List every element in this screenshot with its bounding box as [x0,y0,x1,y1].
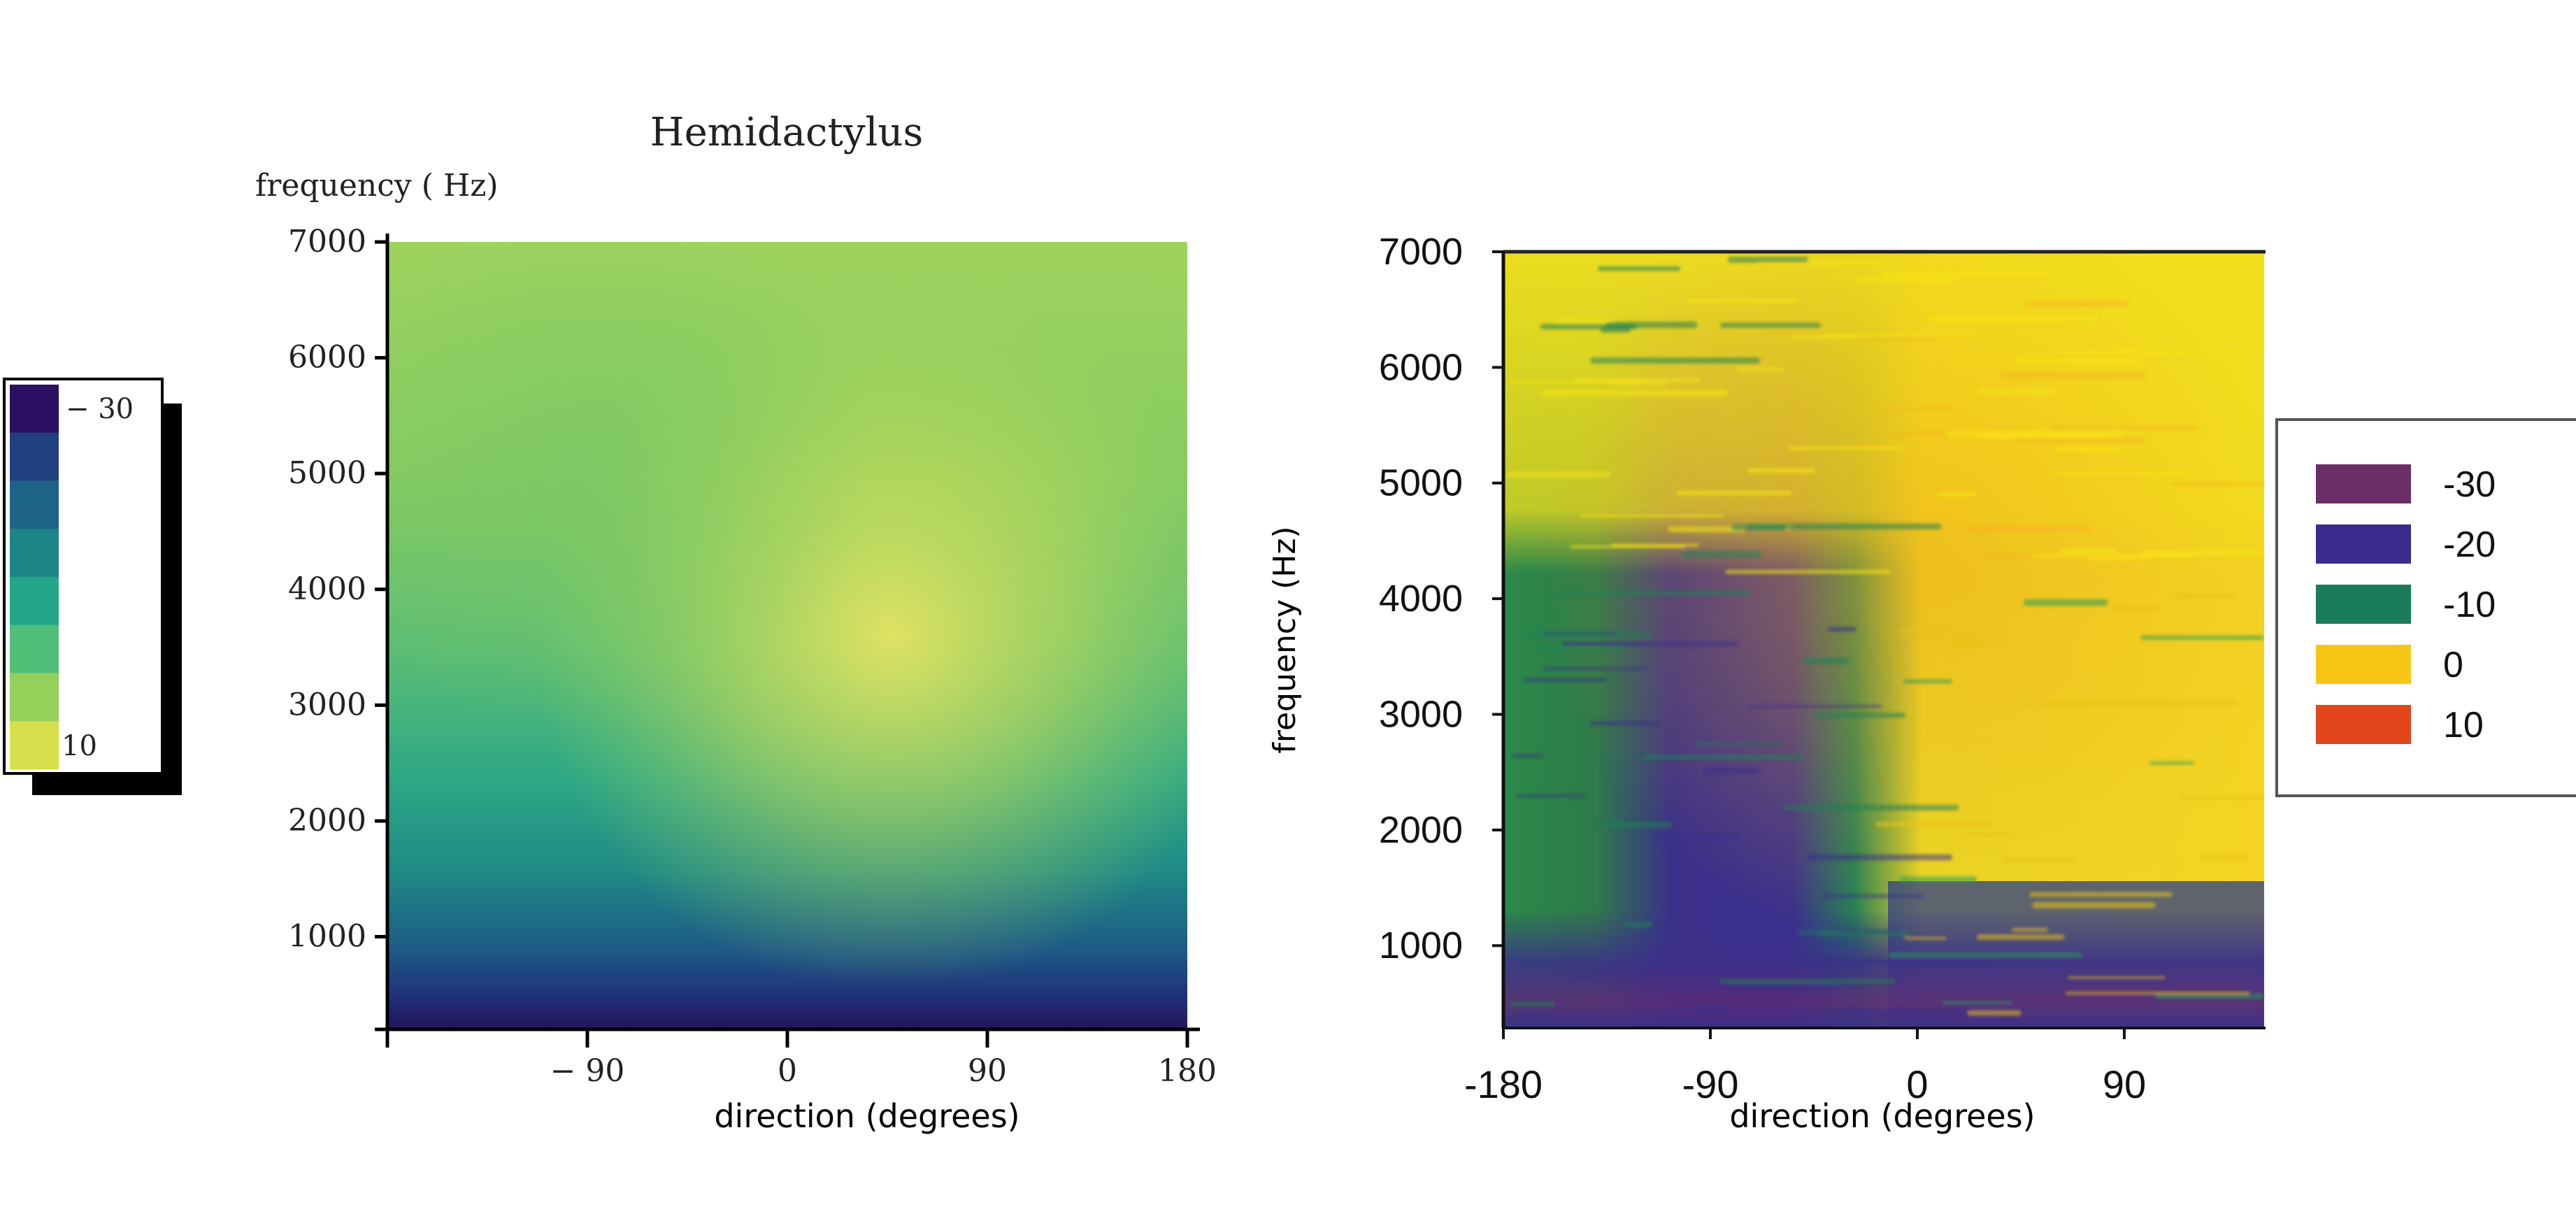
x-tick-label: 90 [968,1053,1007,1089]
colorbar-swatch [10,577,59,626]
x-tick-label: 0 [778,1053,797,1089]
x-tick-label: -90 [1682,1062,1739,1106]
y-tick-label: 5000 [288,455,366,491]
y-tick-label: 6000 [288,340,366,376]
y-tick-label: 2000 [288,803,366,838]
colorbar-swatch [10,529,59,578]
left-chart: Hemidactylus frequency ( Hz) 1000 2000 300… [255,110,1217,1135]
y-tick-label: 3000 [1379,693,1463,735]
colorbar-label-top: − 30 [66,393,134,425]
legend-swatch [2316,524,2411,564]
x-tick-label: 180 [1158,1053,1217,1089]
legend-label: -20 [2443,524,2496,565]
colorbar-swatches [10,385,59,770]
colorbar-swatch [10,721,59,770]
colorbar-swatch [10,385,59,434]
legend-swatch [2316,705,2411,744]
left-chart-title: Hemidactylus [650,110,923,155]
x-tick-label: 0 [1906,1062,1928,1106]
right-x-axis-label: direction (degrees) [1729,1097,2035,1135]
legend-label: -30 [2443,464,2496,505]
legend-label: 10 [2443,705,2484,745]
left-x-ticks: − 90 0 90 180 [550,1029,1217,1089]
x-tick-label: − 90 [550,1053,625,1089]
y-tick-label: 6000 [1379,346,1463,388]
legend-swatch [2316,464,2411,503]
y-tick-label: 4000 [288,571,366,607]
legend-swatch [2316,645,2411,684]
left-y-ticks: 1000 2000 3000 4000 5000 6000 7000 [288,224,387,955]
colorbar-swatch [10,624,59,673]
x-tick-label: -180 [1464,1062,1543,1106]
legend-label: -10 [2443,585,2496,625]
x-tick-label: 90 [2103,1062,2146,1106]
colorbar-swatch [10,480,59,529]
right-heatmap [1505,252,2264,1027]
y-tick-label: 2000 [1379,809,1463,851]
y-tick-label: 7000 [288,224,366,259]
left-y-axis-label: frequency ( Hz) [255,168,499,203]
y-tick-label: 4000 [1379,578,1463,620]
y-tick-label: 3000 [288,687,366,722]
y-tick-label: 5000 [1379,462,1463,504]
right-y-axis-label: frequency (Hz) [1267,526,1303,753]
y-tick-label: 1000 [1379,924,1463,966]
legend-swatch [2316,585,2411,624]
legend-label: 0 [2443,645,2463,685]
colorbar-label-bottom: 10 [62,730,97,762]
right-y-ticks: 1000 2000 3000 4000 5000 6000 7000 [1379,231,1503,966]
right-legend: -30 -20 -10 0 10 [2275,418,2576,797]
left-x-axis-label: direction (degrees) [714,1097,1019,1135]
colorbar-swatch [10,432,59,481]
left-colorbar: − 30 10 [3,378,182,795]
colorbar-swatch [10,673,59,722]
y-tick-label: 1000 [288,919,366,955]
right-x-ticks: -180 -90 0 90 [1464,1028,2146,1106]
y-tick-label: 7000 [1379,231,1463,273]
left-heatmap [389,242,1187,1029]
